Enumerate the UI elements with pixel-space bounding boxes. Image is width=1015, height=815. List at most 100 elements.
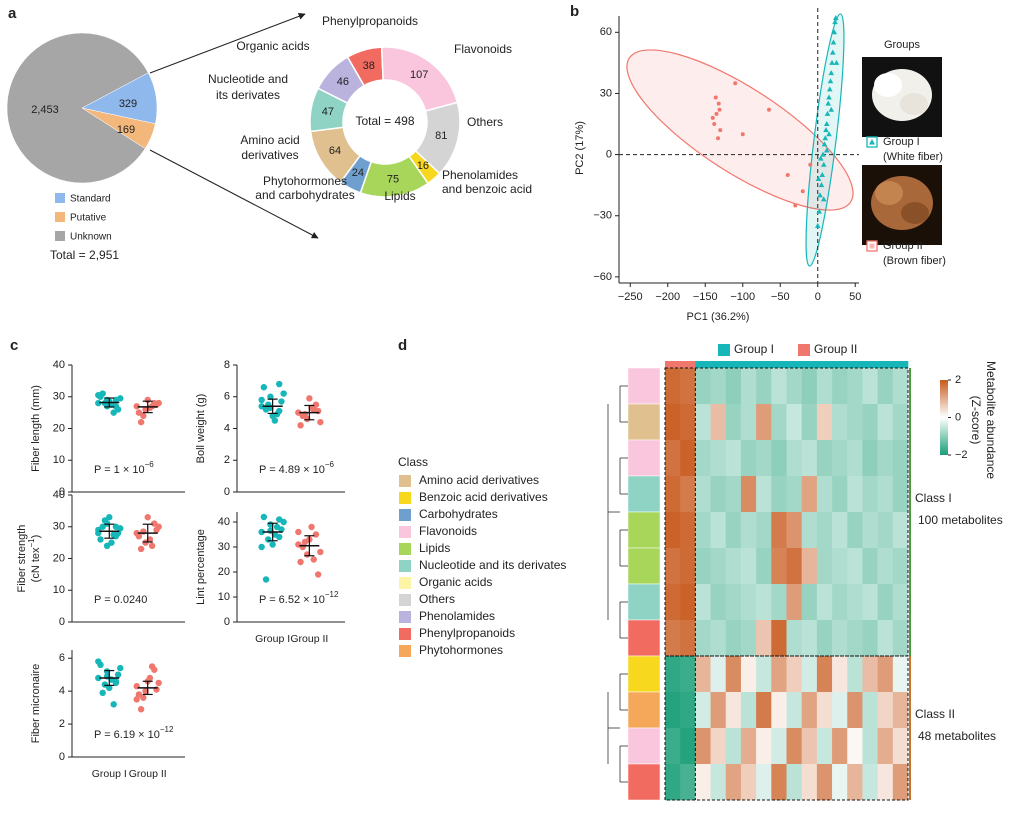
heat-cell <box>680 692 696 729</box>
point <box>832 19 838 25</box>
y-axis-label: Boll weight (g) <box>195 394 207 464</box>
group-bar <box>832 361 848 368</box>
legend-swatch <box>718 344 730 356</box>
point <box>106 514 113 521</box>
class-strip <box>627 403 661 441</box>
photo-brown <box>862 165 942 245</box>
class-strip <box>627 655 661 693</box>
point <box>155 523 162 530</box>
p-value: P = 4.89 × 10−6 <box>259 460 335 476</box>
point <box>800 189 805 194</box>
heat-cell <box>832 512 848 549</box>
heat-cell <box>892 692 909 729</box>
panel-letter: b <box>570 3 579 20</box>
panel-letter: d <box>398 337 407 354</box>
point <box>258 396 265 404</box>
heat-cell <box>892 620 909 657</box>
y-tick-label: 10 <box>53 454 65 466</box>
heat-cell <box>680 548 696 585</box>
heat-cell <box>756 728 772 765</box>
heat-cell <box>832 476 848 513</box>
y-tick-label: 20 <box>218 566 230 578</box>
heat-cell <box>710 548 727 585</box>
point <box>785 172 790 177</box>
heat-cell <box>801 476 818 513</box>
category-label: Lipids <box>384 189 415 203</box>
heat-cell <box>756 476 772 513</box>
group-bar <box>710 361 727 368</box>
heat-cell <box>771 476 787 513</box>
heat-cell <box>680 764 696 801</box>
point <box>833 59 840 65</box>
legend-label: Phytohormones <box>419 643 503 657</box>
heat-cell <box>786 404 802 441</box>
slice-value: 16 <box>417 160 429 172</box>
heat-cell <box>862 476 878 513</box>
heat-cell <box>665 368 681 405</box>
heat-cell <box>862 692 878 729</box>
heat-cell <box>710 584 727 621</box>
colorbar-label: Metabolite abundance <box>984 361 998 479</box>
heat-cell <box>892 548 909 585</box>
label-part: (cN tex <box>30 547 42 582</box>
point <box>273 411 281 418</box>
point <box>99 523 106 530</box>
point <box>821 141 828 147</box>
category-label: Organic acids <box>236 39 309 53</box>
group-bar <box>680 361 696 368</box>
point <box>710 115 715 120</box>
heat-cell <box>740 476 757 513</box>
point <box>827 78 834 84</box>
heat-cell <box>756 548 772 585</box>
heat-cell <box>695 440 711 477</box>
point <box>110 409 117 416</box>
point <box>317 548 324 556</box>
heat-cell <box>816 728 833 765</box>
heat-cell <box>801 368 818 405</box>
heat-cell <box>877 440 894 477</box>
heat-cell <box>847 728 863 765</box>
panel-letter: c <box>10 337 18 354</box>
point <box>273 523 281 531</box>
legend-label: Amino acid derivatives <box>419 473 539 487</box>
legend-marker <box>869 243 875 249</box>
category-label: Others <box>467 115 503 129</box>
heat-cell <box>665 692 681 729</box>
point <box>133 403 140 410</box>
category-label: and carbohydrates <box>255 188 354 202</box>
point <box>820 196 827 202</box>
category-label: its derivates <box>216 88 280 102</box>
heat-cell <box>832 368 848 405</box>
heat-cell <box>725 764 742 801</box>
heat-cell <box>832 728 848 765</box>
category-label: Phytohormones <box>263 174 347 188</box>
heat-cell <box>740 728 757 765</box>
point <box>295 409 302 416</box>
class-strip <box>627 547 661 585</box>
point <box>823 147 830 153</box>
point <box>271 417 279 424</box>
point <box>95 391 102 399</box>
heat-cell <box>695 368 711 405</box>
heat-cell <box>695 764 711 801</box>
y-axis-label: Lint percentage <box>195 529 207 605</box>
cluster-count: 100 metabolites <box>918 513 1003 527</box>
heat-cell <box>725 404 742 441</box>
group-bar <box>740 361 757 368</box>
point <box>265 536 272 543</box>
heat-cell <box>862 764 878 801</box>
heat-cell <box>862 584 878 621</box>
heat-cell <box>816 476 833 513</box>
legend-note: (Brown fiber) <box>883 255 946 267</box>
heat-cell <box>665 764 681 801</box>
point <box>818 182 825 188</box>
p-value: P = 0.0240 <box>94 594 147 606</box>
point <box>317 418 324 426</box>
point <box>712 122 717 127</box>
heat-cell <box>892 512 909 549</box>
heat-cell <box>680 404 696 441</box>
heat-cell <box>892 476 909 513</box>
y-tick-label: 6 <box>59 652 65 664</box>
point <box>717 107 722 112</box>
heat-cell <box>892 404 909 441</box>
